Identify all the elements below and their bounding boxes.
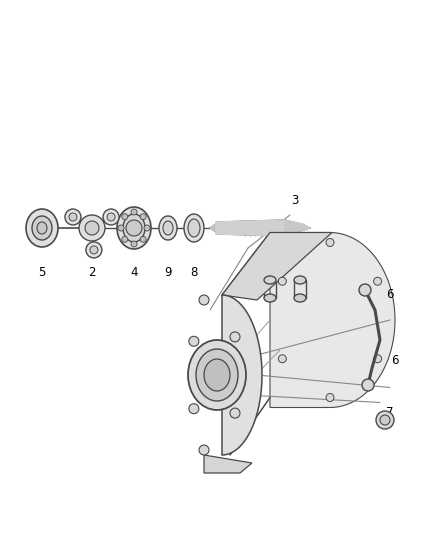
Polygon shape (216, 220, 285, 236)
Text: 3: 3 (291, 193, 299, 206)
Ellipse shape (294, 276, 306, 284)
Circle shape (362, 379, 374, 391)
Circle shape (118, 225, 124, 231)
Circle shape (107, 213, 115, 221)
Circle shape (230, 408, 240, 418)
Polygon shape (222, 295, 262, 455)
Polygon shape (210, 224, 216, 232)
Text: 6: 6 (386, 288, 394, 302)
Polygon shape (204, 455, 252, 473)
Circle shape (103, 209, 119, 225)
Ellipse shape (188, 340, 246, 410)
Circle shape (376, 411, 394, 429)
Circle shape (380, 415, 390, 425)
Ellipse shape (117, 207, 151, 249)
Circle shape (374, 355, 381, 363)
Circle shape (126, 220, 142, 236)
Ellipse shape (294, 294, 306, 302)
Ellipse shape (184, 214, 204, 242)
Circle shape (131, 209, 137, 215)
Ellipse shape (32, 216, 52, 240)
Circle shape (86, 242, 102, 258)
Ellipse shape (26, 209, 58, 247)
Ellipse shape (163, 221, 173, 235)
Text: 2: 2 (88, 265, 96, 279)
Circle shape (69, 213, 77, 221)
Circle shape (144, 225, 150, 231)
Circle shape (122, 214, 128, 220)
Polygon shape (270, 232, 395, 408)
Text: 6: 6 (391, 353, 399, 367)
Circle shape (90, 246, 98, 254)
Circle shape (279, 355, 286, 363)
Ellipse shape (264, 294, 276, 302)
Circle shape (131, 241, 137, 247)
Circle shape (279, 277, 286, 285)
Text: 8: 8 (191, 265, 198, 279)
Ellipse shape (123, 214, 145, 242)
Circle shape (326, 238, 334, 246)
Circle shape (374, 277, 381, 285)
Ellipse shape (204, 359, 230, 391)
Circle shape (230, 332, 240, 342)
Circle shape (85, 221, 99, 235)
Circle shape (122, 236, 128, 243)
Text: 5: 5 (38, 265, 46, 279)
Text: 1: 1 (224, 462, 232, 474)
Ellipse shape (264, 276, 276, 284)
Circle shape (199, 295, 209, 305)
Ellipse shape (159, 216, 177, 240)
Circle shape (199, 445, 209, 455)
Text: 9: 9 (164, 265, 172, 279)
Circle shape (140, 214, 146, 220)
Ellipse shape (37, 222, 47, 234)
Circle shape (140, 236, 146, 243)
Circle shape (189, 336, 199, 346)
Text: 4: 4 (130, 265, 138, 279)
Circle shape (65, 209, 81, 225)
Polygon shape (285, 220, 310, 236)
Circle shape (326, 393, 334, 401)
Circle shape (79, 215, 105, 241)
Ellipse shape (188, 219, 200, 237)
Polygon shape (222, 232, 332, 300)
Text: 7: 7 (386, 406, 394, 418)
Circle shape (189, 403, 199, 414)
Circle shape (359, 284, 371, 296)
Ellipse shape (196, 349, 238, 401)
